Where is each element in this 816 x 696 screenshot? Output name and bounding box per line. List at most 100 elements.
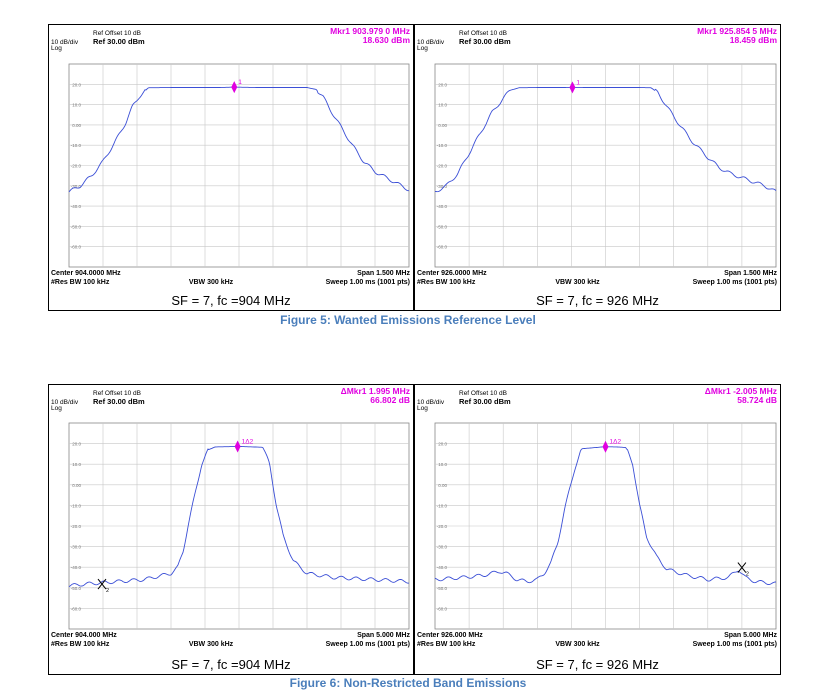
center-frequency-label: Center 904.000 MHz [51, 632, 117, 639]
marker-label: 1 [238, 79, 242, 86]
y-tick-label: -50.0 [437, 586, 448, 591]
y-tick-label: -40.0 [437, 565, 448, 570]
y-tick-label: -30.0 [437, 184, 448, 189]
y-tick-label: -20.0 [71, 524, 82, 529]
y-tick-label: 10.0 [72, 462, 81, 467]
y-tick-label: -20.0 [71, 164, 82, 169]
sweep-label: Sweep 1.00 ms (1001 pts) [326, 641, 410, 648]
y-tick-label: -40.0 [71, 565, 82, 570]
res-bw-label: #Res BW 100 kHz [417, 641, 476, 648]
y-tick-label: -40.0 [437, 204, 448, 209]
ref-offset-label: Ref Offset 10 dB [459, 390, 507, 397]
ref-offset-label: Ref Offset 10 dB [93, 390, 141, 397]
sweep-label: Sweep 1.00 ms (1001 pts) [693, 641, 777, 648]
marker-readout-freq: ΔMkr1 -2.005 MHz [705, 386, 777, 396]
marker-readout-freq: Mkr1 925.854 5 MHz [697, 26, 777, 36]
marker-readout-level: 18.630 dBm [363, 35, 411, 45]
sweep-label: Sweep 1.00 ms (1001 pts) [693, 279, 777, 286]
figure6-caption: Figure 6: Non-Restricted Band Emissions [289, 676, 527, 690]
spectrum-trace [434, 86, 777, 193]
res-bw-label: #Res BW 100 kHz [51, 279, 110, 286]
y-tick-label: -40.0 [71, 204, 82, 209]
scale-label: 10 dB/div [51, 39, 79, 46]
center-frequency-label: Center 904.0000 MHz [51, 270, 121, 277]
ref-offset-label: Ref Offset 10 dB [93, 30, 141, 37]
y-tick-label: -50.0 [71, 224, 82, 229]
y-tick-label: 0.00 [438, 483, 447, 488]
panel-subtitle: SF = 7, fc = 926 MHz [536, 657, 659, 672]
ref-level-label: Ref 30.00 dBm [459, 397, 511, 406]
y-tick-label: -20.0 [437, 164, 448, 169]
panel-subtitle: SF = 7, fc = 926 MHz [536, 293, 659, 308]
span-label: Span 1.500 MHz [724, 270, 777, 277]
marker-label: 2 [746, 572, 749, 578]
scale-label: 10 dB/div [417, 39, 445, 46]
marker-readout-level: 58.724 dB [737, 395, 777, 405]
marker-label: 1Δ2 [242, 438, 254, 445]
vbw-label: VBW 300 kHz [555, 641, 600, 648]
y-tick-label: -60.0 [71, 606, 82, 611]
analyzer-panel-1: Ref Offset 10 dB Ref 30.00 dBm 10 dB/div Lo… [48, 24, 414, 311]
marker-readout-freq: Mkr1 903.979 0 MHz [330, 26, 410, 36]
marker-readout-freq: ΔMkr1 1.995 MHz [341, 386, 410, 396]
marker-diamond [231, 81, 238, 94]
scale-mode-label: Log [417, 45, 428, 52]
vbw-label: VBW 300 kHz [555, 279, 600, 286]
y-tick-label: 20.0 [438, 82, 447, 87]
y-tick-label: -20.0 [437, 524, 448, 529]
ref-level-label: Ref 30.00 dBm [93, 37, 145, 46]
delta-marker-x [97, 578, 107, 590]
center-frequency-label: Center 926.0000 MHz [417, 270, 487, 277]
ref-level-label: Ref 30.00 dBm [459, 37, 511, 46]
y-tick-label: -30.0 [437, 545, 448, 550]
y-tick-label: 0.00 [72, 483, 81, 488]
y-tick-label: 10.0 [438, 462, 447, 467]
span-label: Span 1.500 MHz [357, 270, 410, 277]
panel-subtitle: SF = 7, fc =904 MHz [171, 293, 290, 308]
scale-label: 10 dB/div [417, 399, 445, 406]
y-tick-label: 20.0 [72, 442, 81, 447]
analyzer-panel-2: Ref Offset 10 dB Ref 30.00 dBm 10 dB/div Lo… [414, 24, 781, 311]
vbw-label: VBW 300 kHz [189, 279, 234, 286]
scale-mode-label: Log [417, 405, 428, 412]
y-tick-label: -50.0 [437, 224, 448, 229]
y-tick-label: -10.0 [71, 503, 82, 508]
ref-offset-label: Ref Offset 10 dB [459, 30, 507, 37]
y-tick-label: -60.0 [437, 606, 448, 611]
marker-diamond [234, 440, 241, 453]
y-tick-label: -10.0 [71, 143, 82, 148]
marker-label: 1Δ2 [610, 439, 622, 446]
figure5-caption: Figure 5: Wanted Emissions Reference Lev… [280, 313, 536, 327]
vbw-label: VBW 300 kHz [189, 641, 234, 648]
y-tick-label: -50.0 [71, 586, 82, 591]
y-tick-label: -10.0 [437, 143, 448, 148]
y-tick-label: 10.0 [72, 103, 81, 108]
y-tick-label: 20.0 [72, 82, 81, 87]
delta-marker-x [737, 562, 747, 573]
scale-mode-label: Log [51, 45, 62, 52]
y-tick-label: -30.0 [71, 545, 82, 550]
scale-mode-label: Log [51, 405, 62, 412]
span-label: Span 5.000 MHz [357, 632, 410, 639]
marker-diamond [569, 81, 576, 94]
y-tick-label: -30.0 [71, 184, 82, 189]
panel-subtitle: SF = 7, fc =904 MHz [171, 657, 290, 672]
analyzer-panel-4: Ref Offset 10 dB Ref 30.00 dBm 10 dB/div Lo… [414, 384, 781, 675]
y-tick-label: 0.00 [438, 123, 447, 128]
marker-label: 1 [576, 79, 580, 86]
y-tick-label: 0.00 [72, 123, 81, 128]
res-bw-label: #Res BW 100 kHz [417, 279, 476, 286]
span-label: Span 5.000 MHz [724, 632, 777, 639]
spectrum-trace [68, 86, 409, 193]
y-tick-label: -60.0 [71, 245, 82, 250]
marker-readout-level: 66.802 dB [370, 395, 410, 405]
analyzer-panel-3: Ref Offset 10 dB Ref 30.00 dBm 10 dB/div Lo… [48, 384, 414, 675]
marker-label: 2 [106, 588, 109, 594]
center-frequency-label: Center 926.000 MHz [417, 632, 483, 639]
y-tick-label: 20.0 [438, 442, 447, 447]
ref-level-label: Ref 30.00 dBm [93, 397, 145, 406]
